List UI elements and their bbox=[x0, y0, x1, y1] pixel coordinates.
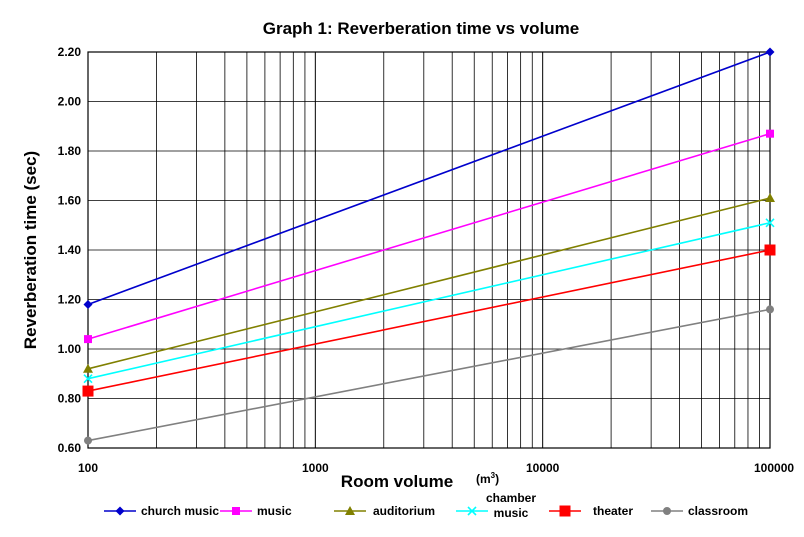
data-point bbox=[766, 305, 774, 314]
data-point bbox=[765, 47, 775, 57]
series-line bbox=[87, 132, 771, 340]
series-auditorium bbox=[83, 193, 775, 373]
y-tick-label: 2.00 bbox=[58, 95, 82, 109]
data-point bbox=[84, 335, 92, 344]
data-point-stroke bbox=[83, 374, 93, 384]
series-music bbox=[84, 129, 774, 344]
series-line bbox=[87, 51, 771, 306]
y-tick-label: 0.60 bbox=[58, 441, 82, 455]
y-axis-label: Reverberation time (sec) bbox=[21, 151, 40, 349]
series-theater bbox=[82, 244, 776, 397]
data-point bbox=[82, 385, 94, 397]
data-point bbox=[766, 129, 774, 138]
legend-item: auditorium bbox=[334, 504, 435, 518]
data-point bbox=[83, 374, 93, 384]
series-church-music bbox=[83, 47, 775, 309]
data-point bbox=[663, 507, 671, 515]
x-axis-unit-exponent: 3 bbox=[491, 471, 496, 480]
x-tick-label: 10000 bbox=[526, 461, 560, 475]
legend-label: classroom bbox=[688, 504, 748, 518]
legend-label: music bbox=[257, 504, 292, 518]
x-axis-unit: (m3) bbox=[476, 471, 499, 486]
x-axis-label: Room volume bbox=[341, 472, 453, 491]
x-axis-ticks: 100 1000 10000 100000 bbox=[78, 461, 794, 475]
legend-item: music bbox=[220, 504, 292, 518]
series-classroom bbox=[84, 305, 774, 445]
y-tick-label: 1.00 bbox=[58, 342, 82, 356]
y-axis-ticks: 0.60 0.80 1.00 1.20 1.40 1.60 1.80 2.00 2.20 bbox=[58, 45, 82, 455]
series-line bbox=[87, 308, 771, 442]
data-point bbox=[467, 506, 477, 516]
data-point bbox=[83, 363, 93, 373]
chart-title: Graph 1: Reverberation time vs volume bbox=[263, 19, 580, 38]
data-point bbox=[345, 506, 355, 515]
series-group bbox=[82, 47, 776, 445]
data-point bbox=[232, 507, 240, 515]
x-tick-label: 1000 bbox=[302, 461, 329, 475]
y-tick-label: 0.80 bbox=[58, 392, 82, 406]
series-line bbox=[87, 197, 771, 370]
legend-item: chamber music bbox=[456, 491, 536, 520]
series-line bbox=[87, 221, 771, 380]
legend-item: theater bbox=[549, 504, 633, 518]
data-point bbox=[764, 244, 776, 256]
data-point bbox=[559, 505, 571, 517]
y-tick-label: 1.80 bbox=[58, 144, 82, 158]
legend-label-line: music bbox=[494, 506, 529, 520]
data-point bbox=[115, 506, 125, 516]
legend-item: classroom bbox=[651, 504, 748, 518]
x-tick-label: 100000 bbox=[754, 461, 794, 475]
legend-label-line: chamber bbox=[486, 491, 536, 505]
data-point bbox=[765, 193, 775, 203]
y-tick-label: 1.40 bbox=[58, 243, 82, 257]
legend-label: chamber music bbox=[486, 491, 536, 520]
y-tick-label: 1.60 bbox=[58, 194, 82, 208]
legend-label: theater bbox=[593, 504, 633, 518]
data-point bbox=[83, 299, 93, 309]
legend-label: church music bbox=[141, 504, 219, 518]
x-tick-label: 100 bbox=[78, 461, 98, 475]
series-chamber-music bbox=[83, 218, 775, 384]
data-point bbox=[765, 218, 775, 228]
legend-label: auditorium bbox=[373, 504, 435, 518]
legend-item: church music bbox=[104, 504, 219, 518]
grid bbox=[87, 51, 771, 449]
x-axis-unit-base: m bbox=[480, 472, 491, 486]
data-point bbox=[84, 436, 92, 445]
y-tick-label: 2.20 bbox=[58, 45, 82, 59]
y-tick-label: 1.20 bbox=[58, 293, 82, 307]
data-point-stroke bbox=[765, 218, 775, 228]
data-point-stroke bbox=[467, 506, 477, 516]
series-line bbox=[87, 249, 771, 392]
